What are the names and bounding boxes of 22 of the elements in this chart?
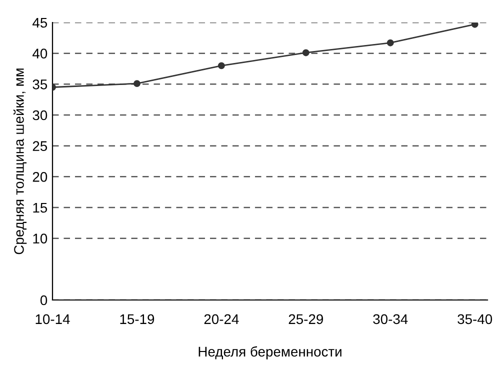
y-tick-label: 35 <box>32 80 48 90</box>
point <box>386 39 394 46</box>
x-tick-label: 30-34 <box>373 314 408 324</box>
point <box>471 22 478 28</box>
x-axis-title: Неделя беременности <box>198 346 342 360</box>
y-tick-label: 30 <box>32 110 48 120</box>
y-tick-label: 20 <box>32 172 48 182</box>
y-tick-label: 15 <box>33 202 48 213</box>
y-tick-label: 40 <box>32 48 48 59</box>
y-tick-label: 45 <box>32 18 48 28</box>
point <box>218 62 225 70</box>
point <box>133 80 140 88</box>
x-tick-label: 20-24 <box>204 314 239 324</box>
x-tick-label: 10-14 <box>36 314 70 324</box>
x-tick-label: 25-29 <box>288 314 324 324</box>
y-tick-label: 0 <box>40 295 48 306</box>
y-tick-label: 25 <box>32 141 48 152</box>
y-axis-title: Средняя толщина шейки, мм <box>13 68 27 254</box>
x-tick-label: 15-19 <box>120 314 154 324</box>
x-tick-label: 35-40 <box>458 314 492 324</box>
y-tick-label: 10 <box>33 234 48 244</box>
point <box>302 49 310 56</box>
